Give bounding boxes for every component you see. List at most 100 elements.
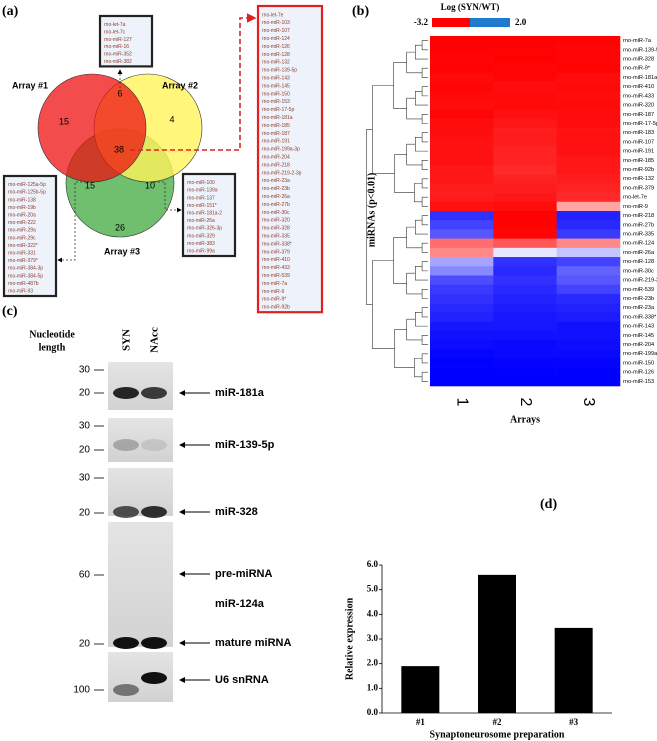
- row-label: rno-miR-410: [623, 84, 654, 90]
- y-tick-label: 6.0: [367, 559, 379, 569]
- band: [141, 637, 167, 649]
- y-tick-label: 4.0: [367, 608, 379, 618]
- heat-cell: [493, 164, 557, 175]
- heat-cell: [556, 109, 621, 120]
- mirna-name: rno-miR-127: [104, 37, 132, 43]
- marker-label: 20: [79, 445, 91, 456]
- row-label: rno-miR-218: [623, 213, 654, 219]
- band-label: miR-124a: [215, 598, 265, 610]
- mirna-name: rno-miR-331: [8, 251, 36, 257]
- row-label: rno-let-7e: [623, 195, 647, 201]
- dendrogram: [421, 371, 428, 382]
- x-tick-label: #2: [493, 717, 503, 727]
- mirna-name: rno-miR-410: [262, 257, 290, 263]
- y-tick-label: 0.0: [367, 707, 379, 717]
- bar: [401, 666, 440, 713]
- mirna-name: rno-miR-199a-3p: [262, 147, 300, 153]
- bar: [478, 574, 516, 713]
- dendrogram: [415, 137, 428, 152]
- mirna-name: rno-miR-20a: [8, 213, 36, 219]
- heat-cell: [493, 109, 557, 120]
- heat-cell: [430, 330, 494, 341]
- dendrogram: [366, 129, 373, 305]
- heat-cell: [556, 312, 621, 322]
- panel-label: (b): [352, 4, 369, 19]
- venn-count: 26: [115, 222, 125, 232]
- heat-cell: [493, 367, 557, 378]
- heat-cell: [556, 45, 621, 55]
- row-label: rno-miR-30c: [623, 268, 654, 274]
- heat-cell: [493, 54, 557, 64]
- dendrogram: [421, 160, 428, 170]
- heat-cell: [430, 321, 494, 332]
- scale-high: [470, 18, 510, 27]
- heat-cell: [493, 192, 557, 203]
- band-label: mature miRNA: [215, 637, 291, 649]
- band: [113, 439, 139, 451]
- scale-max-label: 2.0: [515, 17, 527, 27]
- row-label: rno-miR-191: [623, 149, 654, 155]
- heat-cell: [430, 174, 494, 184]
- mirna-name: rno-miR-26a: [262, 194, 290, 200]
- heat-cell: [556, 247, 621, 258]
- heat-cell: [430, 183, 494, 193]
- mirna-name: rno-miR-132: [262, 60, 290, 66]
- band: [141, 439, 167, 451]
- heat-cell: [493, 91, 557, 101]
- band: [113, 684, 139, 696]
- row-label: rno-miR-199a-: [623, 351, 657, 357]
- row-label: rno-miR-204: [623, 342, 654, 348]
- venn-count: 6: [117, 88, 122, 98]
- row-label: rno-miR-150: [623, 360, 654, 366]
- dendrogram: [393, 62, 407, 109]
- heat-cell: [430, 247, 494, 258]
- mirna-name: rno-miR-124: [262, 36, 290, 42]
- heat-cell: [556, 293, 621, 304]
- heat-cell: [430, 238, 494, 249]
- row-label: rno-miR-7a: [623, 38, 652, 44]
- mirna-name: rno-miR-539: [262, 273, 290, 279]
- marker-label: 30: [79, 365, 91, 376]
- heat-cell: [556, 358, 621, 368]
- marker-label: 60: [79, 570, 91, 581]
- row-label: rno-miR-107: [623, 139, 654, 145]
- heat-cell: [556, 284, 621, 295]
- dendrogram: [406, 143, 423, 166]
- dendrogram: [421, 40, 428, 51]
- dendrogram: [393, 237, 407, 284]
- mirna-name: rno-miR-145: [262, 83, 290, 89]
- y-title: Nucleotide: [29, 329, 75, 340]
- heat-cell: [556, 174, 621, 184]
- row-label: rno-miR-153: [623, 379, 654, 385]
- heat-cell: [556, 330, 621, 341]
- heat-cell: [430, 367, 494, 378]
- heat-cell: [556, 192, 621, 203]
- x-tick-label: #3: [569, 717, 579, 727]
- mirna-name: rno-miR-17-5p: [262, 107, 294, 113]
- heat-cell: [493, 284, 557, 295]
- heat-cell: [556, 155, 621, 166]
- heat-cell: [493, 36, 557, 46]
- mirna-name: rno-miR-338*: [262, 241, 292, 247]
- row-label: rno-miR-338*: [623, 314, 657, 320]
- band: [141, 506, 167, 518]
- row-label: rno-miR-143: [623, 324, 654, 330]
- set-label: Array #1: [12, 80, 48, 90]
- heat-cell: [493, 63, 557, 74]
- set-label: Array #2: [162, 80, 198, 90]
- mirna-name: rno-miR-181a: [262, 115, 293, 121]
- dendrogram: [421, 178, 428, 189]
- heat-cell: [556, 321, 621, 332]
- heat-cell: [556, 164, 621, 175]
- mirna-name: rno-miR-382: [104, 59, 132, 65]
- mirna-name: rno-miR-26a: [187, 218, 215, 224]
- dendrogram: [414, 358, 423, 378]
- mirna-name: rno-miR-30c: [262, 210, 290, 216]
- heat-cell: [556, 257, 621, 267]
- bar: [554, 627, 593, 713]
- heat-cell: [556, 36, 621, 46]
- dendrogram: [394, 154, 415, 193]
- dendrogram: [421, 335, 428, 345]
- heat-cell: [493, 100, 557, 110]
